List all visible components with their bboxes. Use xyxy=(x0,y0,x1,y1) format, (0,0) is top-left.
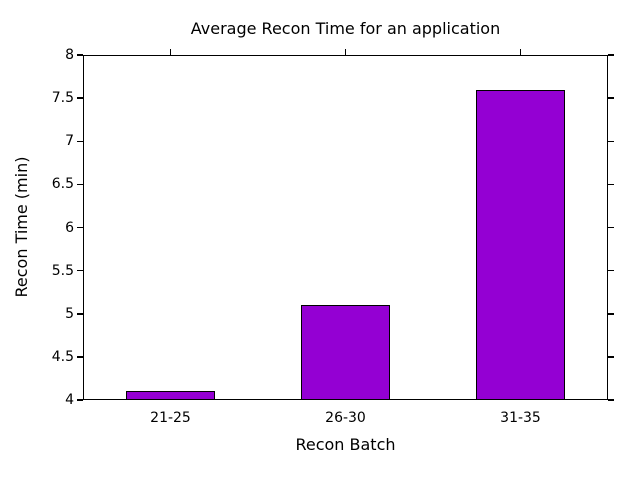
y-tick-left xyxy=(77,97,83,99)
y-tick-left xyxy=(77,140,83,142)
y-tick-right xyxy=(608,399,614,401)
y-tick-left xyxy=(77,54,83,56)
y-tick-left xyxy=(77,269,83,272)
x-tick-top xyxy=(169,49,172,55)
bar xyxy=(476,89,565,400)
y-tick-right xyxy=(608,97,614,99)
x-tick-top xyxy=(519,49,522,55)
y-tick-label: 7.5 xyxy=(51,90,74,107)
y-tick-right xyxy=(608,269,614,272)
chart-title: Average Recon Time for an application xyxy=(190,19,501,38)
y-tick-left xyxy=(77,313,83,315)
y-tick-label: 4.5 xyxy=(51,348,74,365)
y-tick-label: 7 xyxy=(65,133,74,150)
x-axis-label: Recon Batch xyxy=(295,435,396,454)
y-tick-label: 5.5 xyxy=(51,262,74,279)
y-tick-right xyxy=(608,140,614,142)
y-tick-right xyxy=(608,54,614,56)
bar xyxy=(126,391,215,400)
x-tick-label: 31-35 xyxy=(500,410,541,426)
y-tick-left xyxy=(77,226,83,229)
y-tick-right xyxy=(608,183,614,186)
y-tick-label: 8 xyxy=(65,47,74,63)
y-tick-left xyxy=(77,183,83,186)
x-tick-top xyxy=(344,49,347,55)
y-tick-right xyxy=(608,356,614,358)
x-tick-label: 26-30 xyxy=(325,410,366,426)
y-tick-label: 6 xyxy=(65,219,74,236)
x-tick-label: 21-25 xyxy=(150,410,191,426)
bar xyxy=(301,305,390,400)
y-tick-right xyxy=(608,226,614,229)
y-tick-right xyxy=(608,313,614,315)
y-tick-label: 6.5 xyxy=(51,176,74,193)
y-tick-label: 4 xyxy=(65,392,74,408)
y-tick-label: 5 xyxy=(65,305,74,322)
y-tick-left xyxy=(77,356,83,358)
y-tick-left xyxy=(77,399,83,401)
